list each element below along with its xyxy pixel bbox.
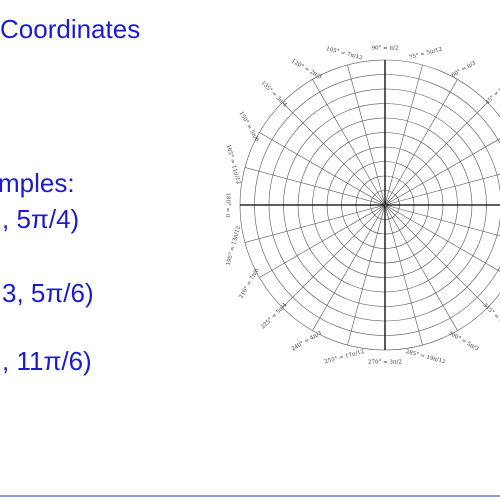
radial-line (384, 204, 458, 331)
radial-line (384, 64, 423, 206)
angle-label: 165° = 11π/12 (225, 144, 241, 185)
angle-label: 225° = 5π/4 (260, 302, 289, 331)
radial-line (282, 102, 386, 206)
angle-label: 285° = 19π/12 (405, 349, 446, 365)
text-line: mples: (0, 168, 75, 198)
text-line: 3, 5π/6) (2, 278, 94, 308)
radial-line (384, 138, 500, 206)
angle-label: 255° = 17π/12 (324, 349, 365, 365)
radial-line (244, 204, 386, 243)
angle-label: 150° = 5π/6 (238, 111, 260, 144)
angle-label: 120° = 2π/3 (290, 58, 323, 80)
radial-line (282, 204, 386, 308)
angle-label: 270° = 3π/2 (368, 360, 402, 366)
angle-label: 105° = 7π/12 (325, 46, 363, 61)
radial-line (384, 102, 488, 206)
angle-label: 315° = 7π/4 (482, 302, 500, 331)
angle-label: 240° = 4π/3 (291, 330, 324, 352)
radial-line (384, 204, 488, 308)
angle-label: 45° = π/4 (485, 82, 500, 106)
angle-label: 180° = π (225, 193, 231, 218)
radial-line (259, 204, 386, 278)
radial-line (384, 173, 500, 206)
angle-label: 90° = π/2 (372, 46, 399, 52)
angle-label: 300° = 5π/3 (447, 330, 480, 352)
radial-line (384, 204, 423, 346)
angle-label: 75° = 5π/12 (409, 47, 443, 62)
radial-line (384, 204, 500, 237)
radial-line (244, 167, 386, 206)
text-line: , 11π/6) (2, 346, 92, 376)
radial-line (347, 204, 386, 346)
angle-label: 195° = 13π/12 (226, 225, 242, 266)
radial-line (259, 132, 386, 206)
text-line: , 5π/4) (2, 204, 80, 234)
radial-line (347, 64, 386, 206)
angle-label: 210° = 7π/6 (238, 267, 260, 300)
slide-title: Coordinates (0, 14, 141, 44)
angle-label: 135° = 3π/4 (260, 80, 289, 109)
radial-line (384, 79, 458, 206)
radial-line (312, 79, 386, 206)
angle-label: 60° = π/3 (451, 60, 478, 79)
radial-line (384, 204, 500, 272)
radial-line (312, 204, 386, 331)
